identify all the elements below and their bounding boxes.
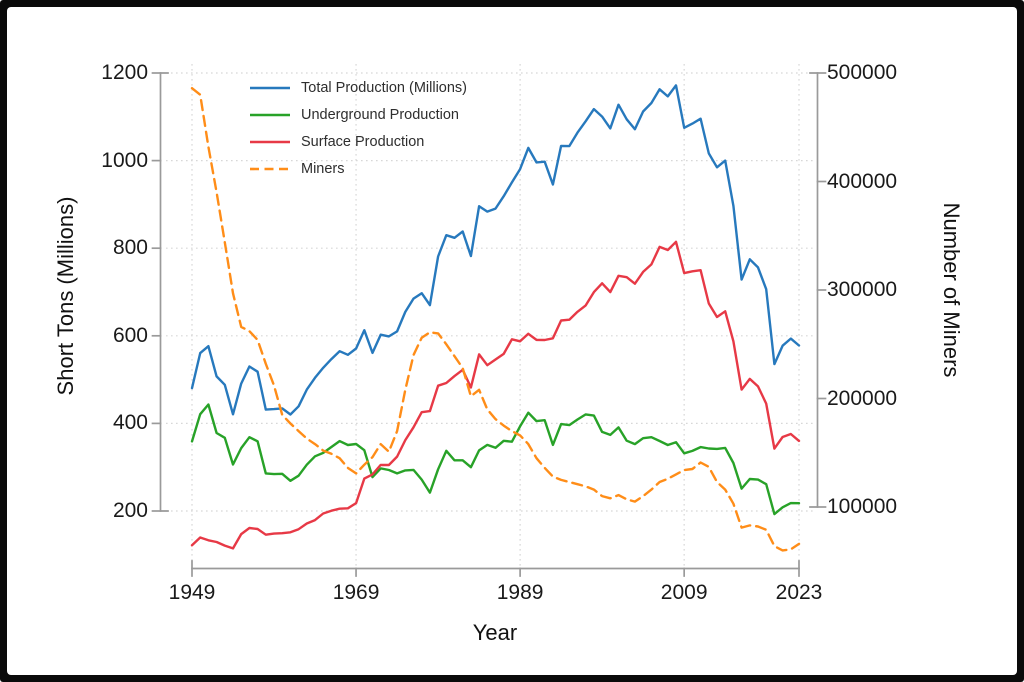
x-axis-tick-label: 1949 — [168, 581, 216, 604]
legend-item-total-production: Total Production (Millions) — [301, 80, 468, 96]
y-axis-left-tick-label: 800 — [112, 236, 148, 260]
x-axis-tick-label: 2023 — [775, 581, 823, 604]
y-axis-right-title: Number of Miners — [939, 202, 964, 378]
legend-item-underground-production: Underground Production — [301, 107, 459, 123]
x-axis-title: Year — [472, 620, 518, 645]
y-axis-right-tick-label: 400000 — [827, 169, 898, 193]
y-axis-left-tick-label: 600 — [112, 323, 148, 347]
legend-item-surface-production: Surface Production — [301, 134, 425, 150]
x-axis-tick-label: 1989 — [496, 581, 544, 604]
y-axis-right-tick-label: 300000 — [827, 278, 898, 301]
y-axis-left-tick-label: 400 — [112, 411, 148, 435]
y-axis-left-tick-label: 1200 — [101, 61, 148, 84]
y-axis-right-tick-label: 200000 — [827, 386, 898, 410]
x-axis-tick-label: 1969 — [332, 581, 380, 604]
legend-item-miners: Miners — [301, 161, 345, 177]
y-axis-left-tick-label: 200 — [112, 499, 148, 522]
y-axis-right-tick-label: 500000 — [827, 61, 898, 84]
x-axis-tick-label: 2009 — [660, 581, 708, 604]
y-axis-left-tick-label: 1000 — [101, 148, 148, 172]
y-axis-left-title: Short Tons (Millions) — [53, 196, 78, 396]
y-axis-right-tick-label: 100000 — [827, 495, 898, 518]
